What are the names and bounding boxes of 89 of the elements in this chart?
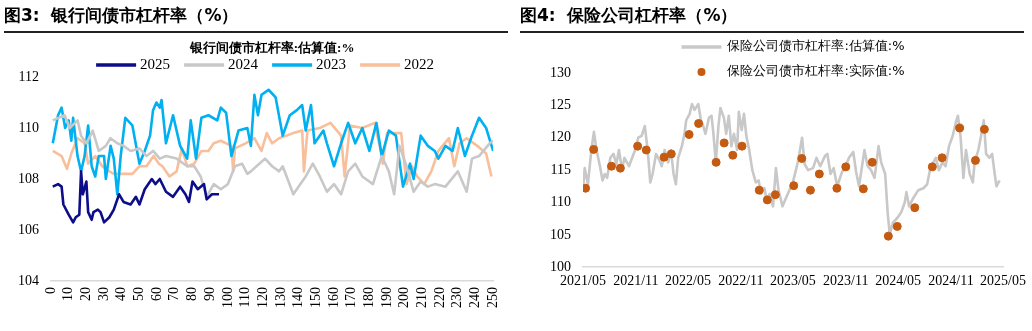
- point: [805, 185, 815, 195]
- x-tick-label: 40: [113, 287, 129, 301]
- point: [832, 183, 842, 193]
- x-tick-label: 2023/11: [823, 273, 869, 289]
- x-tick-label: 140: [290, 287, 306, 308]
- x-tick-label: 2023/05: [769, 273, 816, 289]
- y-tick-label: 110: [18, 119, 39, 135]
- x-tick-label: 160: [325, 287, 341, 308]
- y-tick-label: 106: [18, 221, 39, 237]
- point: [606, 161, 616, 171]
- x-tick-label: 10: [60, 287, 76, 301]
- point: [589, 144, 599, 154]
- x-tick-label: 2022/05: [665, 273, 711, 289]
- x-tick-label: 180: [361, 287, 377, 308]
- point: [892, 221, 902, 231]
- x-tick-label: 2022/11: [718, 273, 764, 289]
- y-tick-label: 120: [550, 129, 571, 145]
- y-tick-label: 130: [550, 64, 571, 80]
- point: [979, 124, 989, 134]
- x-tick-label: 60: [148, 287, 164, 301]
- x-tick-label: 240: [467, 287, 483, 308]
- point: [970, 155, 980, 165]
- x-tick-label: 2021/05: [560, 273, 606, 289]
- x-tick-label: 80: [184, 287, 200, 301]
- x-tick-label: 170: [343, 287, 359, 308]
- x-tick-label: 220: [431, 287, 447, 308]
- point: [754, 185, 764, 195]
- point: [711, 157, 721, 167]
- point: [728, 150, 738, 160]
- point: [694, 118, 704, 128]
- y-tick-label: 112: [18, 68, 39, 84]
- chart-title: 图4: 保险公司杠杆率（%）: [520, 0, 1024, 33]
- x-tick-label: 210: [414, 287, 430, 308]
- y-tick-label: 105: [550, 226, 571, 242]
- legend-label: 2022: [404, 55, 435, 72]
- point: [641, 145, 651, 155]
- point: [659, 152, 669, 162]
- legend-label: 保险公司债市杠杆率:实际值:%: [727, 63, 905, 79]
- x-tick-label: 100: [219, 287, 235, 308]
- y-tick-label: 115: [550, 161, 571, 177]
- point: [583, 183, 591, 193]
- x-tick-label: 200: [396, 287, 412, 308]
- x-tick-label: 110: [237, 287, 253, 308]
- point: [666, 149, 676, 159]
- point: [762, 195, 772, 205]
- point: [615, 163, 625, 173]
- legend-label: 2024: [228, 55, 259, 72]
- legend-label: 2023: [316, 55, 347, 72]
- x-tick-label: 2021/11: [613, 273, 659, 289]
- point: [719, 138, 729, 148]
- point: [814, 169, 824, 179]
- x-tick-label: 2024/05: [875, 273, 922, 289]
- point: [867, 157, 877, 167]
- y-tick-label: 108: [18, 170, 39, 186]
- y-tick-label: 100: [550, 258, 571, 274]
- y-tick-label: 110: [550, 194, 571, 210]
- legend-title: 银行间债市杠杆率:估算值:%: [188, 40, 355, 56]
- x-tick-label: 150: [307, 287, 323, 308]
- point: [770, 190, 780, 200]
- point: [841, 162, 851, 172]
- x-tick-label: 30: [95, 287, 111, 301]
- point: [858, 184, 868, 194]
- point: [883, 231, 893, 241]
- x-tick-label: 50: [131, 287, 147, 301]
- x-tick-label: 2024/11: [928, 273, 974, 289]
- point: [927, 162, 937, 172]
- point: [684, 130, 694, 139]
- x-tick-label: 120: [254, 287, 270, 308]
- point: [737, 141, 747, 151]
- point: [955, 123, 965, 133]
- x-tick-label: 250: [484, 287, 500, 308]
- x-tick-label: 130: [272, 287, 288, 308]
- legend-label: 2025: [140, 55, 171, 72]
- legend-label: 保险公司债市杠杆率:估算值:%: [727, 38, 905, 54]
- x-tick-label: 2025/05: [980, 273, 1026, 289]
- x-tick-label: 230: [449, 287, 465, 308]
- x-tick-label: 70: [166, 287, 182, 301]
- x-tick-label: 0: [42, 287, 58, 294]
- y-tick-label: 104: [18, 272, 39, 288]
- chart-title: 图3: 银行间债市杠杆率（%）: [4, 0, 508, 33]
- point: [797, 153, 807, 163]
- point: [789, 181, 799, 191]
- point: [633, 141, 643, 151]
- y-tick-label: 125: [550, 97, 571, 113]
- point: [937, 153, 947, 163]
- x-tick-label: 20: [78, 287, 94, 301]
- x-tick-label: 90: [201, 287, 217, 301]
- point: [910, 203, 920, 213]
- x-tick-label: 190: [378, 287, 394, 308]
